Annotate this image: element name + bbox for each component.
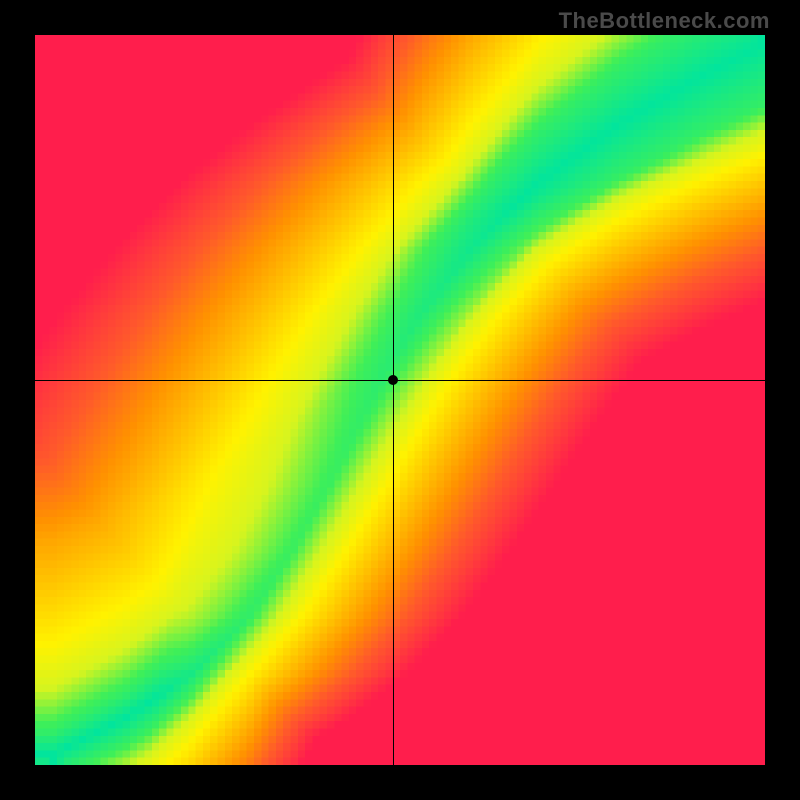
bottleneck-heatmap [35,35,765,765]
crosshair-marker [388,375,398,385]
crosshair-horizontal [35,380,765,381]
watermark-text: TheBottleneck.com [559,8,770,34]
crosshair-vertical [393,35,394,765]
